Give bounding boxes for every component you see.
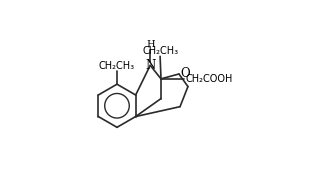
Text: CH₂CH₃: CH₂CH₃ [99,61,135,71]
Text: H: H [146,40,155,49]
Text: CH₂CH₃: CH₂CH₃ [142,46,178,56]
Text: N: N [145,59,155,72]
Text: CH₂COOH: CH₂COOH [185,74,232,84]
Text: O: O [180,67,190,80]
